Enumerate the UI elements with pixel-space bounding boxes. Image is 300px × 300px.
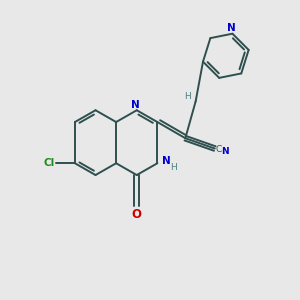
Text: H: H (184, 92, 191, 101)
Text: H: H (170, 163, 177, 172)
Text: Cl: Cl (44, 158, 55, 168)
Text: N: N (131, 100, 140, 110)
Text: O: O (132, 208, 142, 221)
Text: N: N (221, 147, 228, 156)
Text: C: C (215, 145, 222, 154)
Text: N: N (162, 156, 171, 166)
Text: N: N (227, 23, 236, 33)
